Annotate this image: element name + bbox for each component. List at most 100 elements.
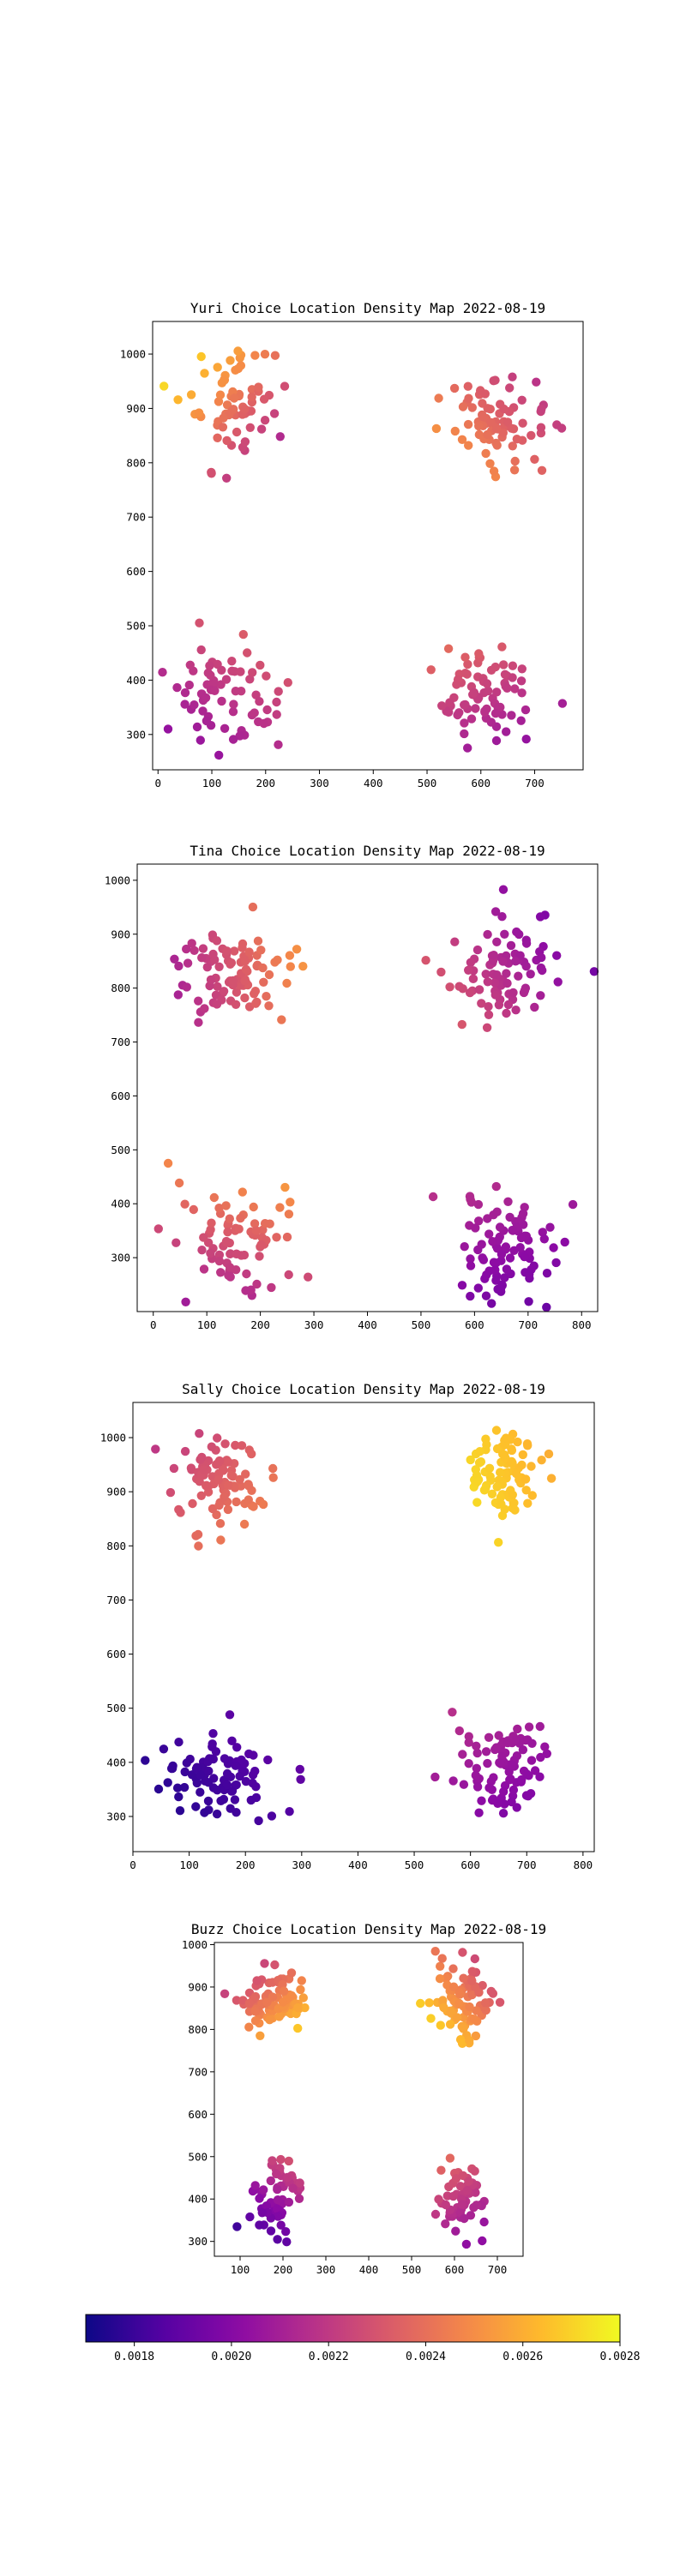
scatter-point xyxy=(202,963,212,972)
scatter-point xyxy=(513,1437,522,1447)
scatter-point xyxy=(508,372,517,381)
scatter-point xyxy=(459,1973,468,1983)
scatter-point xyxy=(245,675,255,684)
scatter-point xyxy=(182,944,191,954)
scatter-point xyxy=(225,1214,234,1223)
scatter-point xyxy=(203,1778,214,1787)
scatter-point xyxy=(175,1806,185,1816)
scatter-point xyxy=(196,1491,206,1501)
scatter-point xyxy=(256,946,266,955)
y-tick-label: 900 xyxy=(111,928,130,940)
scatter-point xyxy=(185,660,195,670)
scatter-point xyxy=(270,1960,280,1970)
scatter-point xyxy=(304,1272,313,1282)
plot-frame xyxy=(132,1402,595,1852)
scatter-point xyxy=(454,1988,464,1997)
chart-title: Yuri Choice Location Density Map 2022-08… xyxy=(190,300,545,316)
scatter-point xyxy=(490,990,500,1000)
scatter-point xyxy=(275,432,285,441)
scatter-point xyxy=(518,1209,528,1219)
scatter-point xyxy=(180,1767,190,1777)
scatter-point xyxy=(505,1253,515,1263)
scatter-point xyxy=(193,1529,203,1540)
scatter-point xyxy=(194,1018,203,1027)
scatter-point xyxy=(459,2024,468,2033)
x-tick-label: 0 xyxy=(155,777,162,790)
scatter-point xyxy=(498,428,508,438)
scatter-point xyxy=(220,1439,230,1449)
x-tick-label: 400 xyxy=(359,2263,379,2276)
scatter-point xyxy=(535,912,545,922)
scatter-point xyxy=(445,2153,455,2163)
scatter-point xyxy=(461,2239,472,2249)
x-tick-label: 600 xyxy=(460,1858,480,1871)
scatter-point xyxy=(292,945,302,954)
scatter-points xyxy=(141,1426,557,1826)
scatter-point xyxy=(235,731,244,741)
scatter-point xyxy=(255,697,264,706)
scatter-point xyxy=(222,435,232,446)
scatter-point xyxy=(240,957,250,966)
scatter-point xyxy=(486,1986,496,1997)
scatter-point xyxy=(212,936,222,946)
scatter-point xyxy=(481,970,490,979)
scatter-point xyxy=(502,727,511,736)
scatter-point xyxy=(274,740,283,749)
scatter-point xyxy=(498,1809,508,1818)
scatter-point xyxy=(431,423,442,434)
scatter-point xyxy=(492,1482,502,1492)
scatter-point xyxy=(182,1758,191,1768)
scatter-point xyxy=(249,1202,258,1212)
scatter-point xyxy=(174,1738,184,1747)
scatter-point xyxy=(477,1240,486,1249)
x-tick-label: 600 xyxy=(445,2263,465,2276)
y-tick-label: 500 xyxy=(106,1702,126,1714)
scatter-point xyxy=(448,1708,457,1717)
scatter-point xyxy=(439,2003,448,2013)
y-tick-label: 300 xyxy=(111,1252,130,1264)
scatter-point xyxy=(196,645,206,655)
scatter-point xyxy=(214,962,224,972)
scatter-point xyxy=(208,949,218,959)
scatter-point xyxy=(517,1774,527,1785)
scatter-point xyxy=(457,1281,467,1290)
scatter-point xyxy=(524,1771,533,1780)
scatter-point xyxy=(250,2016,261,2026)
scatter-point xyxy=(238,1187,247,1197)
scatter-point xyxy=(511,1006,521,1015)
scatter-point xyxy=(197,1246,207,1255)
x-tick-label: 100 xyxy=(202,777,222,790)
y-tick-label: 600 xyxy=(188,2108,208,2121)
x-tick-label: 200 xyxy=(256,777,275,790)
scatter-point xyxy=(508,673,517,682)
scatter-point xyxy=(250,351,260,360)
x-tick-label: 700 xyxy=(488,2263,508,2276)
scatter-point xyxy=(275,1203,285,1212)
x-tick-label: 400 xyxy=(348,1858,368,1871)
scatter-point xyxy=(491,1426,502,1435)
scatter-point xyxy=(507,711,516,720)
scatter-point xyxy=(527,1738,537,1749)
scatter-point xyxy=(180,688,190,698)
scatter-point xyxy=(250,2007,260,2016)
scatter-point xyxy=(475,1447,484,1456)
scatter-point xyxy=(266,2226,276,2236)
scatter-point xyxy=(507,1797,516,1807)
scatter-point xyxy=(231,1440,240,1450)
scatter-point xyxy=(217,696,226,706)
scatter-point xyxy=(286,962,295,971)
scatter-point xyxy=(255,2220,264,2230)
scatter-point xyxy=(238,943,247,952)
scatter-point xyxy=(453,710,462,720)
scatter-point xyxy=(206,1225,215,1234)
scatter-point xyxy=(430,1772,440,1782)
scatter-point xyxy=(469,688,479,698)
scatter-point xyxy=(163,1158,173,1168)
scatter-point xyxy=(499,660,508,670)
scatter-point xyxy=(500,1450,509,1460)
scatter-point xyxy=(478,411,487,421)
scatter-point xyxy=(544,1449,554,1459)
scatter-point xyxy=(277,1015,286,1024)
scatter-point xyxy=(247,1449,256,1459)
scatter-point xyxy=(517,664,527,674)
